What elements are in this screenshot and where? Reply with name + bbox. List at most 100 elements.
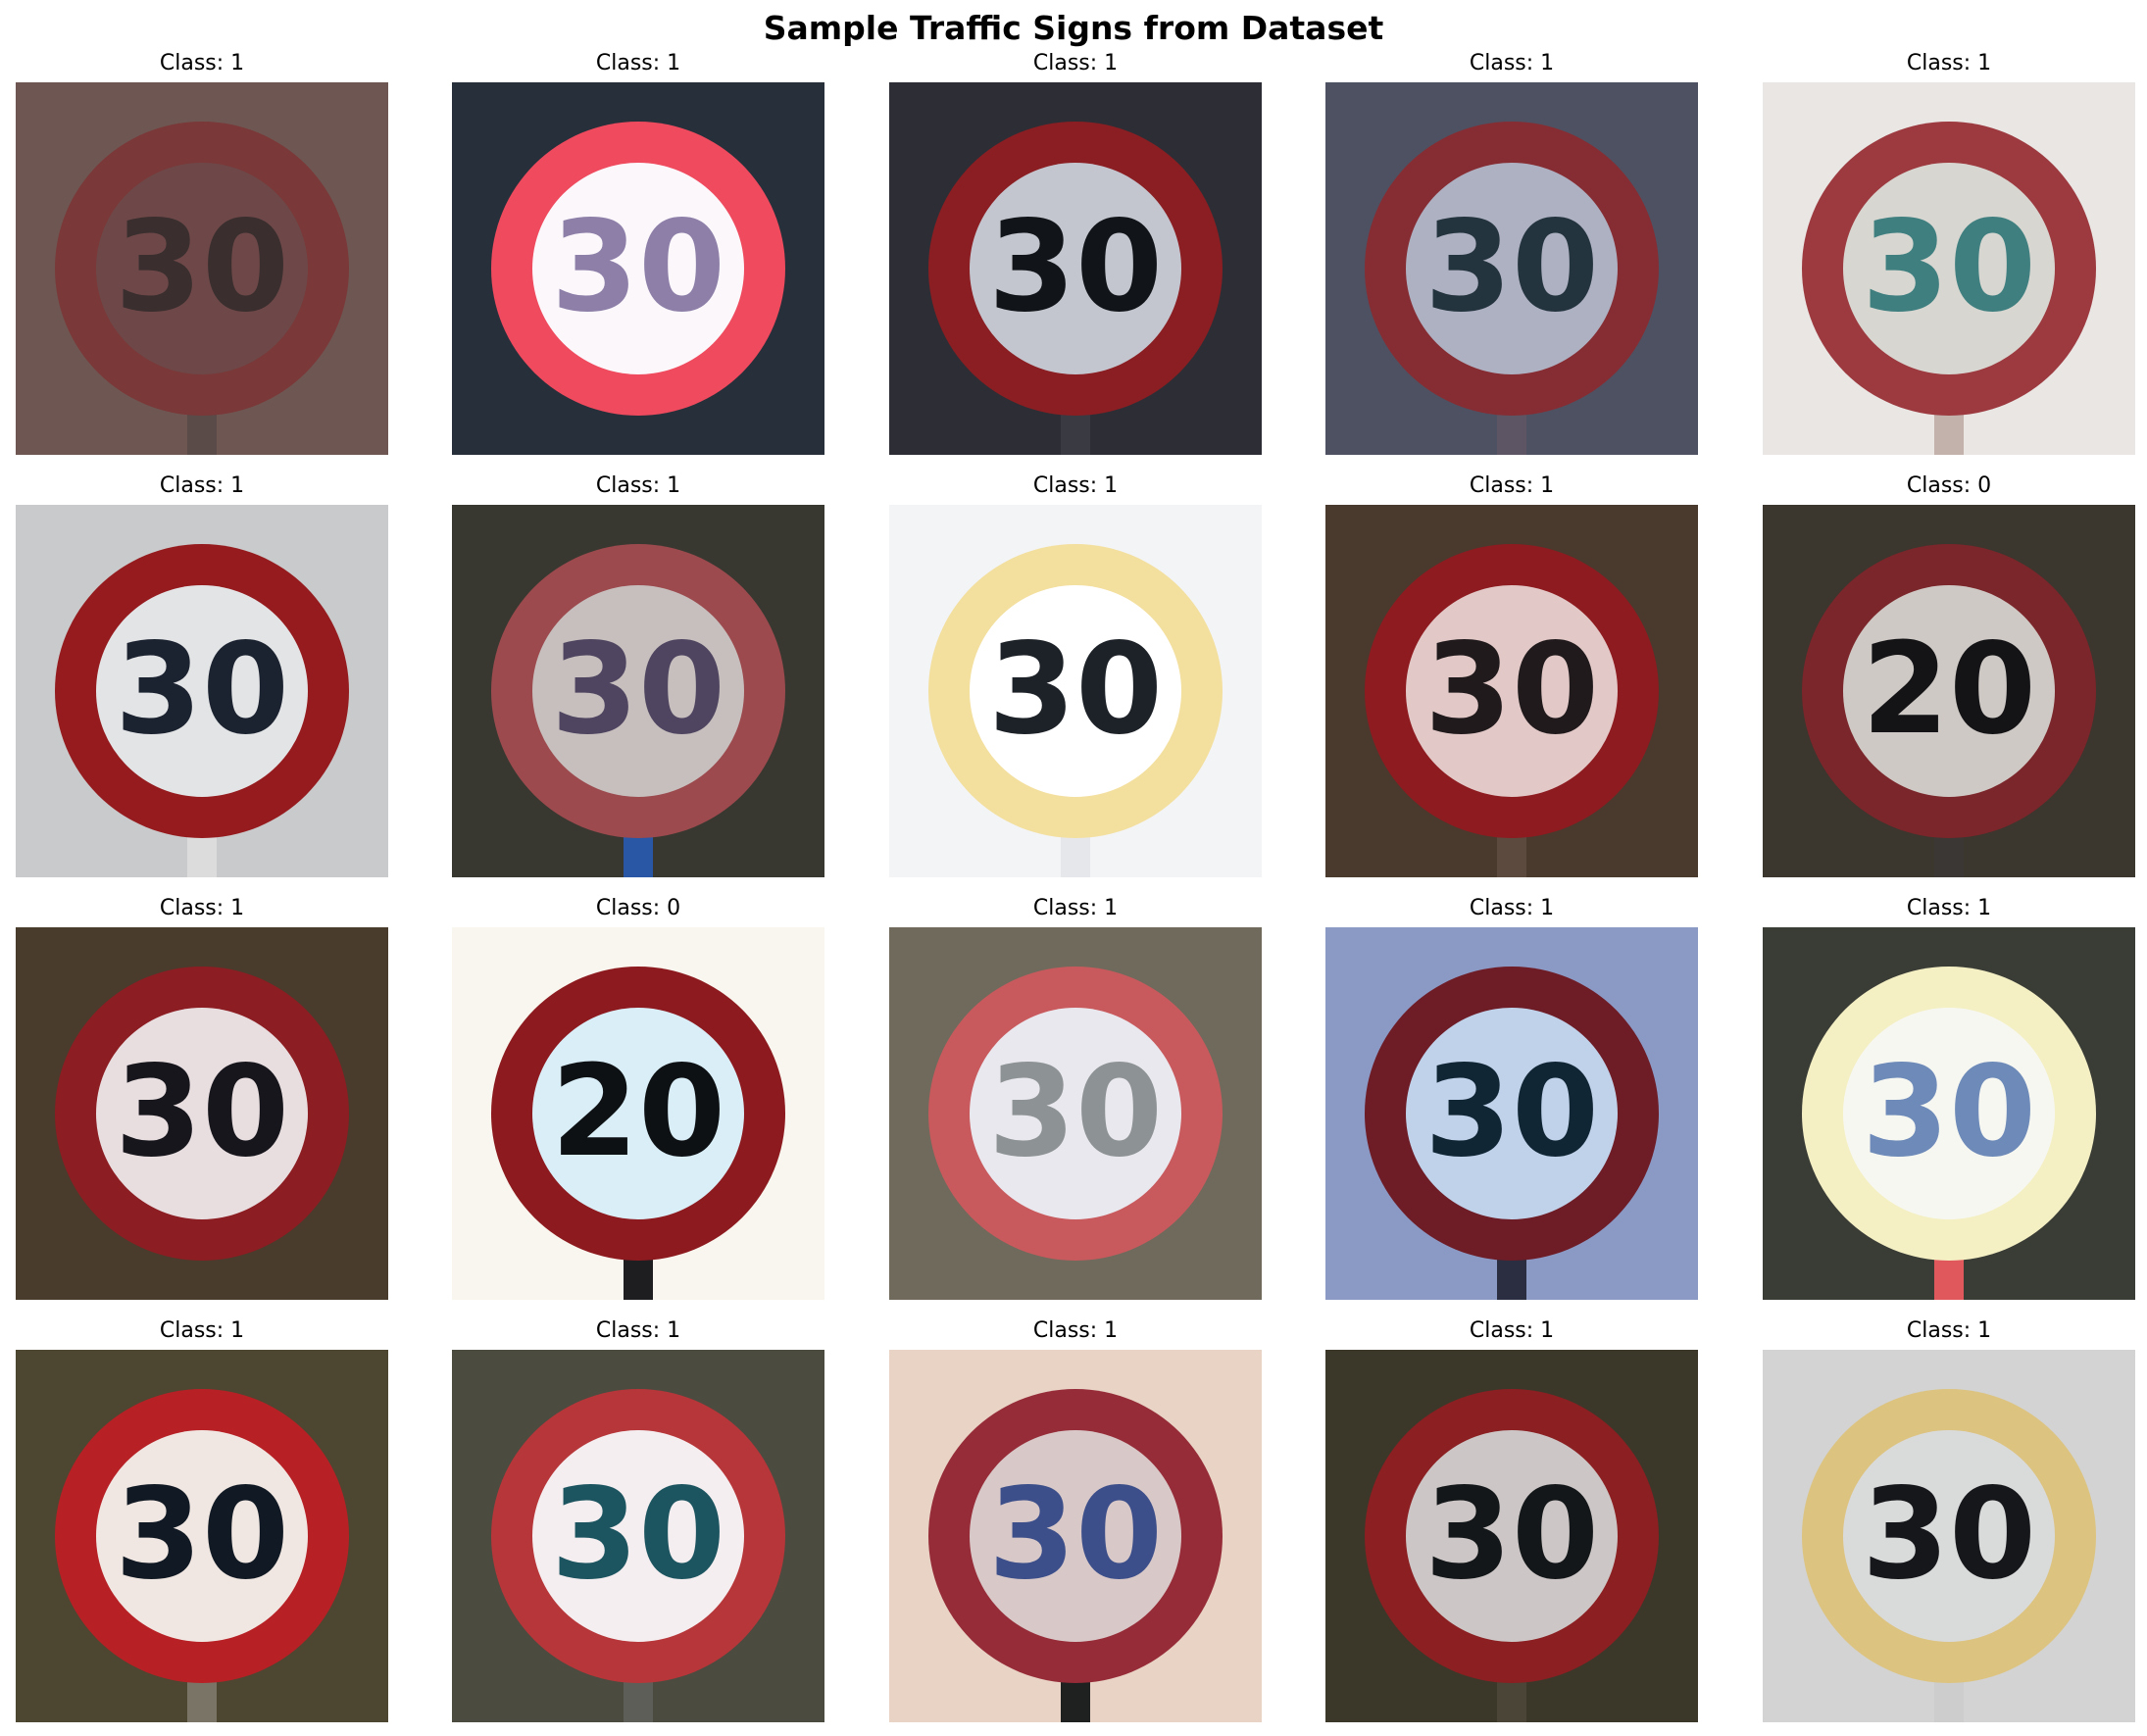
traffic-sign-image: 30 <box>452 505 824 877</box>
sample-image: 30 <box>1763 927 2135 1300</box>
sign-digits: 30 <box>988 1462 1163 1608</box>
sample-image: 30 <box>1763 1350 2135 1722</box>
sign-face <box>532 163 744 374</box>
traffic-sign-image: 30 <box>889 927 1262 1300</box>
traffic-sign-image: 30 <box>16 1350 388 1722</box>
sign-face <box>1843 1430 2055 1642</box>
sign-digits: 30 <box>115 1039 289 1185</box>
sign-digits: 30 <box>1424 194 1599 340</box>
traffic-sign-image: 30 <box>1763 927 2135 1300</box>
sample-image: 30 <box>16 82 388 455</box>
sign-digits: 30 <box>988 1039 1163 1185</box>
sample-image: 30 <box>1325 82 1698 455</box>
sign-digits: 30 <box>1424 1039 1599 1185</box>
sample-image: 30 <box>1325 1350 1698 1722</box>
traffic-sign-image: 30 <box>1325 1350 1698 1722</box>
sample-title: Class: 1 <box>159 473 245 498</box>
sample-title: Class: 0 <box>1906 473 1992 498</box>
sign-face <box>532 1430 744 1642</box>
sign-face <box>970 1008 1181 1219</box>
sample-title: Class: 1 <box>1469 473 1555 498</box>
traffic-sign-image: 30 <box>16 927 388 1300</box>
sample-image: 20 <box>452 927 824 1300</box>
sample-title: Class: 1 <box>159 1318 245 1343</box>
sample-image: 30 <box>889 82 1262 455</box>
traffic-sign-image: 30 <box>452 1350 824 1722</box>
sample-title: Class: 1 <box>1906 1318 1992 1343</box>
traffic-sign-image: 30 <box>1763 1350 2135 1722</box>
traffic-sign-image: 30 <box>16 82 388 455</box>
sample-image: 30 <box>1763 82 2135 455</box>
sample-image: 20 <box>1763 505 2135 877</box>
traffic-sign-image: 30 <box>889 1350 1262 1722</box>
sample-image: 30 <box>452 82 824 455</box>
sign-digits: 20 <box>551 1039 725 1185</box>
sign-face <box>970 163 1181 374</box>
sign-face <box>970 1430 1181 1642</box>
sign-face <box>970 585 1181 797</box>
traffic-sign-image: 20 <box>452 927 824 1300</box>
sample-title: Class: 1 <box>1906 896 1992 920</box>
sample-title: Class: 1 <box>1032 1318 1119 1343</box>
traffic-sign-image: 30 <box>1325 505 1698 877</box>
sample-title: Class: 1 <box>595 51 681 75</box>
sign-digits: 30 <box>1862 1039 2036 1185</box>
sign-digits: 30 <box>1424 1462 1599 1608</box>
sign-digits: 30 <box>115 194 289 340</box>
sample-title: Class: 1 <box>595 1318 681 1343</box>
traffic-sign-image: 30 <box>452 82 824 455</box>
traffic-sign-image: 30 <box>1325 927 1698 1300</box>
traffic-sign-image: 30 <box>1763 82 2135 455</box>
sign-digits: 30 <box>1862 194 2036 340</box>
sample-image: 30 <box>889 1350 1262 1722</box>
sample-image: 30 <box>889 505 1262 877</box>
sample-title: Class: 1 <box>1906 51 1992 75</box>
sample-title: Class: 1 <box>1032 473 1119 498</box>
sign-digits: 30 <box>115 617 289 763</box>
sample-title: Class: 1 <box>595 473 681 498</box>
sample-title: Class: 1 <box>159 51 245 75</box>
sign-face <box>1843 163 2055 374</box>
sign-face <box>1843 1008 2055 1219</box>
sign-face <box>1406 585 1618 797</box>
sample-title: Class: 1 <box>1032 896 1119 920</box>
sample-title: Class: 1 <box>1032 51 1119 75</box>
sign-face <box>1406 1430 1618 1642</box>
sample-image: 30 <box>452 1350 824 1722</box>
traffic-sign-image: 30 <box>1325 82 1698 455</box>
sign-face <box>1406 163 1618 374</box>
sign-digits: 30 <box>551 1462 725 1608</box>
sign-face <box>96 585 308 797</box>
sign-digits: 30 <box>1424 617 1599 763</box>
sample-title: Class: 0 <box>595 896 681 920</box>
traffic-sign-image: 20 <box>1763 505 2135 877</box>
sample-image: 30 <box>16 505 388 877</box>
sign-face <box>532 1008 744 1219</box>
sample-title: Class: 1 <box>1469 1318 1555 1343</box>
sign-digits: 20 <box>1862 617 2036 763</box>
figure-title: Sample Traffic Signs from Dataset <box>763 9 1384 47</box>
sample-image: 30 <box>16 927 388 1300</box>
sign-digits: 30 <box>115 1462 289 1608</box>
sign-face <box>96 1430 308 1642</box>
sample-image: 30 <box>1325 927 1698 1300</box>
traffic-sign-image: 30 <box>889 505 1262 877</box>
sign-face <box>96 163 308 374</box>
sign-face <box>1406 1008 1618 1219</box>
sign-face <box>1843 585 2055 797</box>
sample-image: 30 <box>16 1350 388 1722</box>
traffic-sign-image: 30 <box>16 505 388 877</box>
sample-title: Class: 1 <box>159 896 245 920</box>
sample-image: 30 <box>889 927 1262 1300</box>
sign-digits: 30 <box>988 617 1163 763</box>
sample-title: Class: 1 <box>1469 51 1555 75</box>
sign-face <box>532 585 744 797</box>
sign-digits: 30 <box>551 194 725 340</box>
sample-title: Class: 1 <box>1469 896 1555 920</box>
sample-image: 30 <box>452 505 824 877</box>
traffic-sign-image: 30 <box>889 82 1262 455</box>
sign-digits: 30 <box>1862 1462 2036 1608</box>
sign-digits: 30 <box>988 194 1163 340</box>
sign-face <box>96 1008 308 1219</box>
sample-image: 30 <box>1325 505 1698 877</box>
